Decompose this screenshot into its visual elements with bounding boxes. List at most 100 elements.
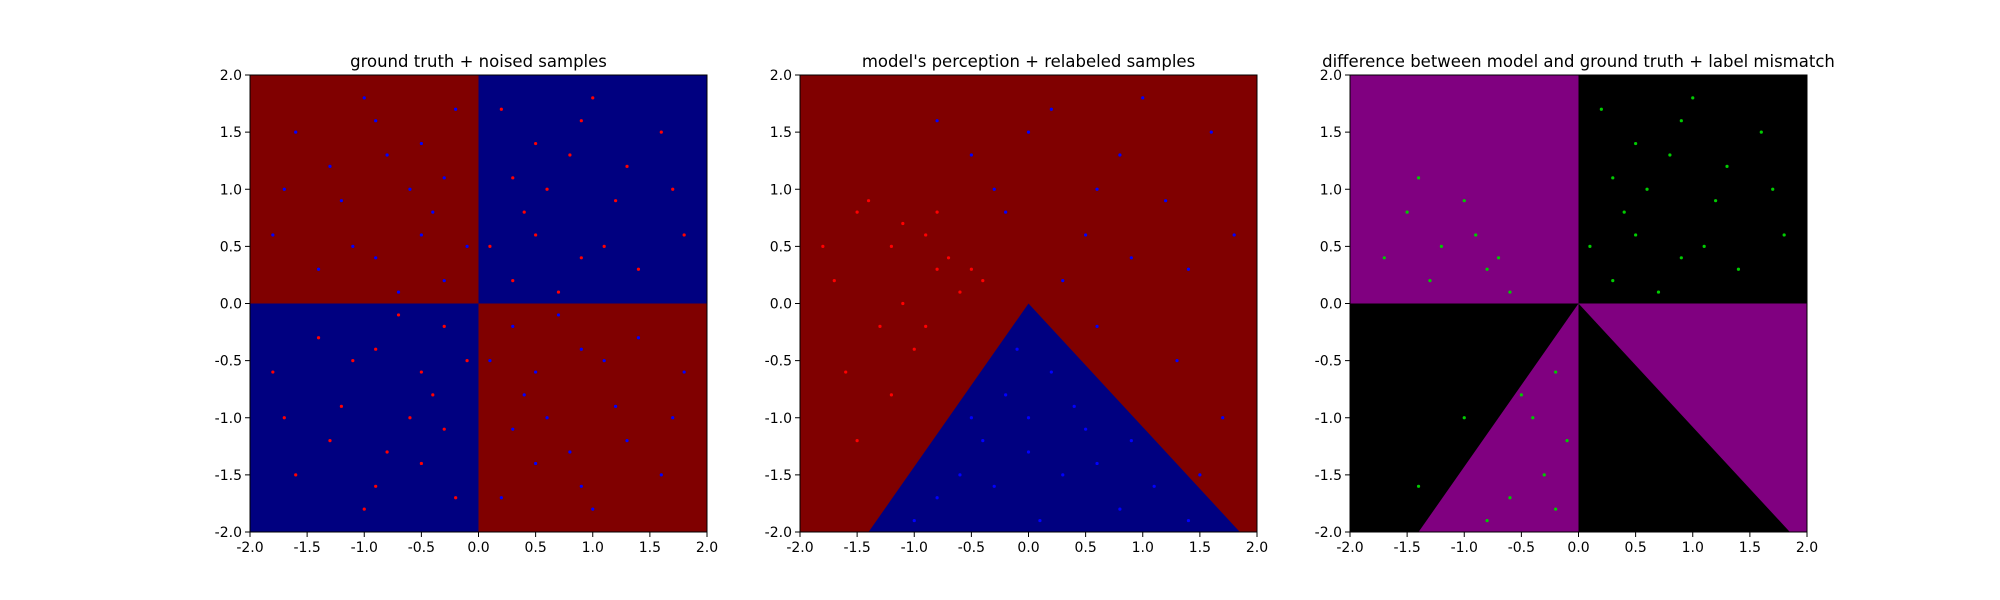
scatter-point xyxy=(1095,461,1099,466)
scatter-point xyxy=(1049,107,1053,111)
background-region xyxy=(250,303,479,532)
scatter-point xyxy=(328,439,332,443)
x-tick-label: 2.0 xyxy=(1246,540,1268,556)
y-tick-label: -2.0 xyxy=(765,525,792,541)
scatter-point xyxy=(981,439,985,443)
scatter-point xyxy=(682,370,686,374)
scatter-point xyxy=(1026,130,1031,134)
scatter-point xyxy=(419,370,423,374)
scatter-point xyxy=(1382,256,1386,260)
scatter-point xyxy=(1668,153,1672,157)
scatter-point xyxy=(465,359,469,363)
y-tick-label: -2.0 xyxy=(215,525,242,541)
scatter-point xyxy=(442,324,446,328)
scatter-point xyxy=(832,279,836,283)
scatter-point xyxy=(969,267,973,271)
scatter-point xyxy=(408,187,412,191)
scatter-point xyxy=(1049,370,1053,374)
scatter-point xyxy=(442,279,446,283)
x-tick-label: -1.5 xyxy=(843,540,870,556)
scatter-point xyxy=(1118,153,1122,157)
y-tick-label: -1.5 xyxy=(765,468,792,484)
y-tick-label: -2.0 xyxy=(1315,525,1342,541)
plot-background xyxy=(800,75,1257,532)
scatter-point xyxy=(1015,347,1019,351)
scatter-point xyxy=(362,96,366,100)
scatter-point xyxy=(431,210,435,214)
scatter-point xyxy=(522,210,526,214)
scatter-point xyxy=(1565,439,1569,443)
scatter-point xyxy=(1611,176,1615,180)
subplot-3: difference between model and ground trut… xyxy=(1315,52,1835,556)
scatter-point xyxy=(579,484,583,488)
scatter-point xyxy=(1095,187,1099,191)
x-tick-label: 0.5 xyxy=(524,540,546,556)
x-tick-label: 1.5 xyxy=(1189,540,1211,556)
x-tick-label: 1.0 xyxy=(582,540,604,556)
scatter-point xyxy=(602,359,606,363)
background-region xyxy=(478,303,707,532)
scatter-point xyxy=(328,164,332,168)
scatter-point xyxy=(1026,450,1031,454)
scatter-point xyxy=(659,473,663,477)
scatter-point xyxy=(1508,496,1512,500)
scatter-point xyxy=(958,290,962,294)
scatter-point xyxy=(969,416,973,420)
x-tick-label: 0.0 xyxy=(1017,540,1039,556)
scatter-point xyxy=(556,313,561,317)
scatter-point xyxy=(1462,416,1466,420)
scatter-point xyxy=(385,153,389,157)
scatter-point xyxy=(1634,233,1638,237)
y-tick-label: 0.5 xyxy=(770,239,792,255)
y-tick-label: 1.0 xyxy=(1320,182,1342,198)
scatter-point xyxy=(419,141,423,146)
scatter-point xyxy=(682,233,686,237)
scatter-point xyxy=(855,210,859,214)
x-tick-label: 2.0 xyxy=(696,540,718,556)
scatter-point xyxy=(1129,256,1133,260)
y-tick-label: 2.0 xyxy=(220,68,242,84)
y-tick-label: -0.5 xyxy=(1315,354,1342,370)
scatter-point xyxy=(419,233,423,237)
x-tick-label: -0.5 xyxy=(958,540,985,556)
scatter-point xyxy=(992,187,996,191)
scatter-point xyxy=(901,221,905,226)
scatter-point xyxy=(1485,267,1489,271)
y-tick-label: -0.5 xyxy=(215,354,242,370)
scatter-point xyxy=(362,507,366,511)
scatter-point xyxy=(568,153,572,157)
scatter-point xyxy=(534,233,538,237)
scatter-point xyxy=(534,461,538,466)
y-tick-label: -1.0 xyxy=(765,411,792,427)
y-axis-ticks: -2.0 -1.5 -1.0 -0.5 0.0 0.5 1.0 1.5 2.0 xyxy=(1315,68,1350,541)
scatter-point xyxy=(636,336,641,340)
scatter-point xyxy=(1679,256,1683,260)
scatter-point xyxy=(1645,187,1649,191)
scatter-point xyxy=(1084,427,1088,431)
scatter-point xyxy=(1702,244,1706,248)
scatter-point xyxy=(1771,187,1775,191)
scatter-point xyxy=(614,404,618,408)
scatter-point xyxy=(408,416,412,420)
subplot-2: model's perception + relabeled samples -… xyxy=(765,52,1268,556)
scatter-point xyxy=(992,484,996,488)
y-tick-label: 0.0 xyxy=(770,297,792,313)
scatter-point xyxy=(282,416,286,420)
scatter-point xyxy=(339,199,343,203)
scatter-point xyxy=(499,107,503,111)
background-region xyxy=(478,75,707,304)
background-region xyxy=(250,75,479,304)
scatter-point xyxy=(1782,233,1786,237)
x-tick-label: 0.0 xyxy=(1567,540,1589,556)
scatter-point xyxy=(1038,518,1042,523)
scatter-point xyxy=(1542,473,1546,477)
scatter-point xyxy=(1175,359,1179,363)
scatter-point xyxy=(1152,484,1156,488)
scatter-point xyxy=(294,473,298,477)
x-tick-label: -2.0 xyxy=(236,540,263,556)
x-axis-ticks: -2.0 -1.5 -1.0 -0.5 0.0 0.5 1.0 1.5 2.0 xyxy=(786,532,1268,556)
x-tick-label: -0.5 xyxy=(408,540,435,556)
y-tick-label: -1.0 xyxy=(215,411,242,427)
scatter-point xyxy=(454,496,458,500)
scatter-point xyxy=(1679,119,1683,123)
